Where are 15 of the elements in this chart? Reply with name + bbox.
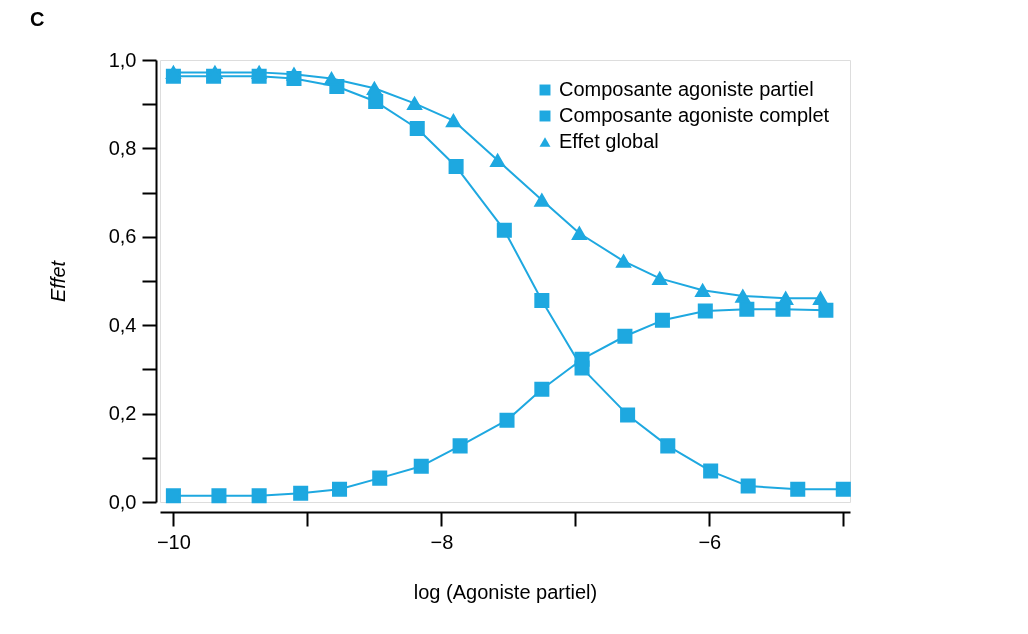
y-tick-label: 0,6 — [108, 225, 137, 248]
y-tick-label: 0,0 — [108, 490, 137, 513]
x-tick-label: −8 — [430, 530, 454, 553]
y-tick-label: 0,4 — [108, 313, 137, 336]
x-tick-label: −10 — [156, 530, 191, 553]
legend-label: Composante agoniste complet — [559, 104, 830, 126]
x-tick-label: −6 — [698, 530, 722, 553]
y-axis-title: Effet — [46, 259, 69, 303]
legend-label: Effet global — [559, 130, 659, 152]
y-tick-label: 0,8 — [108, 136, 137, 159]
x-axis-title: log (Agoniste partiel) — [413, 580, 598, 603]
legend-label: Composante agoniste partiel — [559, 78, 814, 100]
chart-title: C — [30, 8, 45, 30]
y-tick-label: 0,2 — [108, 402, 137, 425]
y-tick-label: 1,0 — [108, 48, 137, 71]
